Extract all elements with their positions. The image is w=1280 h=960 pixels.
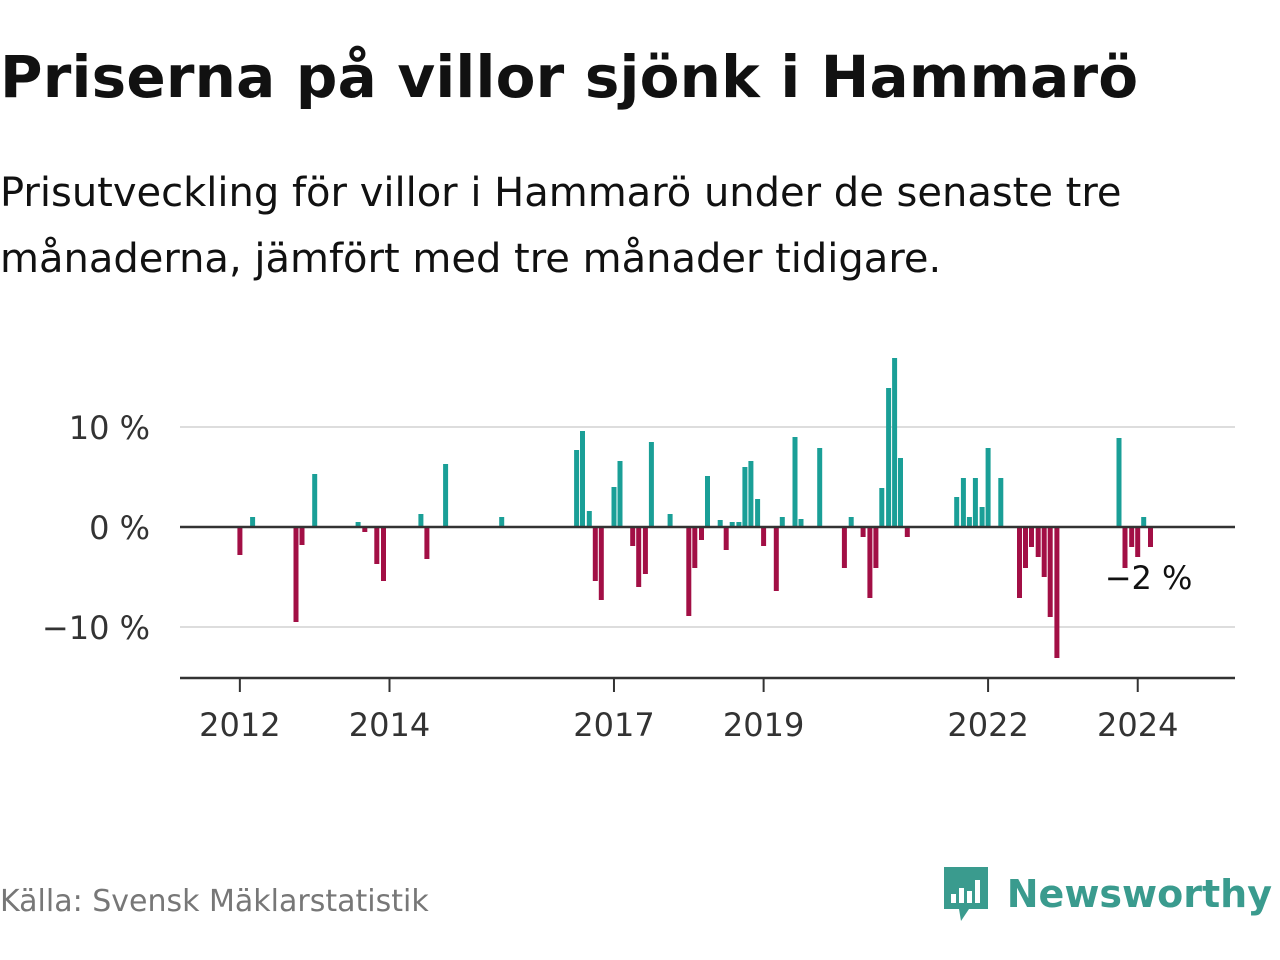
logo-text: Newsworthy (1006, 872, 1272, 916)
bar-7 (374, 527, 380, 564)
bar-58 (998, 478, 1004, 527)
bar-66 (1116, 438, 1122, 527)
bar-68 (1129, 527, 1135, 547)
bar-21 (636, 527, 642, 587)
bar-32 (736, 522, 742, 527)
source-note: Källa: Svensk Mäklarstatistik (0, 884, 429, 919)
bar-49 (892, 358, 898, 527)
bar-16 (592, 527, 598, 581)
bar-11 (443, 464, 449, 527)
bar-39 (792, 437, 798, 527)
bar-15 (586, 511, 592, 527)
bar-59 (1017, 527, 1022, 598)
labels: −10 % 0 % 10 % 2012 2014 2017 2019 2022 2024 −2 % (42, 409, 1193, 744)
bar-19 (617, 461, 623, 527)
bar-43 (848, 517, 854, 527)
bar-26 (692, 527, 698, 568)
bar-48 (886, 388, 892, 527)
bar-65 (1054, 527, 1060, 658)
bar-13 (574, 450, 580, 527)
bar-70 (1141, 517, 1147, 527)
bar-57 (985, 448, 991, 527)
bar-14 (580, 431, 585, 527)
bar-45 (867, 527, 873, 598)
last-value-label: −2 % (1105, 559, 1193, 597)
bar-53 (960, 478, 966, 527)
newsworthy-chart-icon (943, 867, 988, 921)
bar-67 (1122, 527, 1128, 568)
bar-38 (779, 517, 785, 527)
bar-30 (723, 527, 729, 550)
bar-35 (755, 499, 761, 527)
axes (180, 525, 1235, 692)
bar-0 (237, 527, 243, 555)
bar-40 (798, 519, 804, 527)
bars (237, 358, 1153, 658)
x-tick-label: 2012 (199, 706, 280, 744)
bar-9 (418, 514, 424, 527)
bar-71 (1148, 527, 1153, 547)
bar-10 (424, 527, 430, 559)
bar-69 (1135, 527, 1141, 557)
y-tick-label: 0 % (89, 509, 150, 547)
bar-54 (966, 517, 972, 527)
bar-50 (898, 458, 903, 527)
bar-31 (729, 522, 735, 527)
y-tick-label: −10 % (42, 609, 150, 647)
x-tick-label: 2019 (723, 706, 804, 744)
bar-52 (954, 497, 960, 527)
bar-24 (667, 514, 673, 527)
bar-12 (499, 517, 505, 527)
bar-27 (699, 527, 704, 540)
bar-2 (293, 527, 299, 622)
bar-20 (630, 527, 636, 546)
bar-63 (1041, 527, 1047, 577)
bar-60 (1023, 527, 1028, 568)
newsworthy-logo: Newsworthy (941, 864, 1272, 924)
x-tick-label: 2014 (349, 706, 430, 744)
bar-5 (355, 522, 361, 527)
bar-41 (817, 448, 823, 527)
chart-title: Priserna på villor sjönk i Hammarö (0, 43, 1139, 111)
bar-3 (299, 527, 305, 545)
x-tick-label: 2022 (947, 706, 1028, 744)
bar-29 (717, 520, 723, 527)
bar-46 (873, 527, 879, 568)
bar-22 (642, 527, 648, 574)
bar-36 (761, 527, 767, 546)
bar-17 (598, 527, 604, 600)
bar-23 (648, 442, 654, 527)
bar-8 (381, 527, 386, 581)
bar-62 (1035, 527, 1041, 557)
bar-42 (841, 527, 847, 568)
bar-18 (611, 487, 617, 527)
bar-61 (1029, 527, 1034, 547)
bar-33 (742, 467, 748, 527)
bar-55 (972, 478, 978, 527)
bar-51 (904, 527, 910, 537)
chart-subtitle: Prisutveckling för villor i Hammarö unde… (0, 170, 1122, 282)
bar-64 (1047, 527, 1053, 617)
bar-34 (748, 461, 754, 527)
x-tick-label: 2024 (1097, 706, 1178, 744)
bar-56 (979, 507, 985, 527)
bar-47 (879, 488, 885, 527)
y-tick-label: 10 % (69, 409, 150, 447)
x-tick-label: 2017 (573, 706, 654, 744)
bar-25 (686, 527, 692, 616)
bar-1 (250, 517, 256, 527)
bar-37 (773, 527, 779, 591)
bar-44 (860, 527, 866, 537)
bar-28 (705, 476, 710, 527)
bar-6 (362, 527, 368, 532)
bar-4 (312, 474, 318, 527)
